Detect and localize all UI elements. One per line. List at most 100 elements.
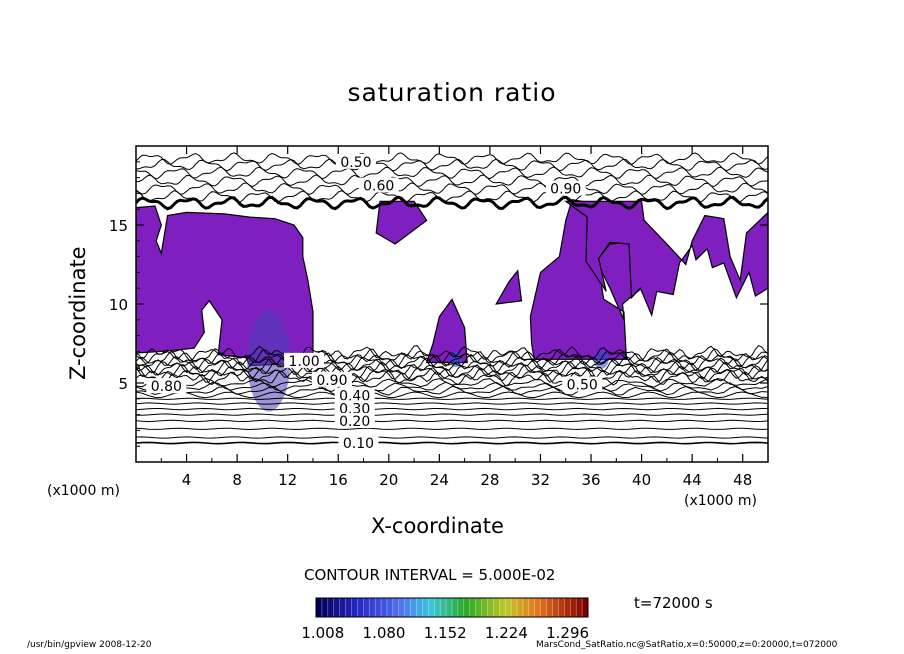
colorbar-cell — [440, 598, 447, 617]
colorbar-cell — [316, 598, 323, 617]
footer-command: /usr/bin/gpview 2008-12-20 — [27, 640, 152, 650]
colorbar-cell — [416, 598, 423, 617]
contour-label-bg — [334, 412, 375, 428]
colorbar-label: 1.080 — [362, 624, 406, 642]
colorbar-label: 1.296 — [546, 624, 590, 642]
x-tick-label: 32 — [531, 471, 550, 489]
colorbar-cell — [505, 598, 512, 617]
colorbar-cell — [446, 598, 453, 617]
contour-line — [136, 402, 768, 405]
x-tick-label: 44 — [683, 471, 702, 489]
y-axis-ticks: 5 10 15 — [109, 161, 768, 447]
contour-label: 0.60 — [363, 179, 394, 195]
colorbar-cell — [452, 598, 459, 617]
colorbar-cell — [511, 598, 518, 617]
plot-area: 0.500.60 0.901.000.900.80 0.500.400.300.20… — [136, 146, 768, 462]
y-tick-label: 10 — [109, 296, 128, 314]
colorbar-cell — [321, 598, 329, 617]
colorbar-label: 1.224 — [484, 624, 528, 642]
x-tick-label: 40 — [632, 471, 651, 489]
x-unit-left: (x1000 m) — [47, 483, 120, 499]
contour-label-bg — [334, 387, 375, 403]
contour-labels: 0.500.60 0.901.000.900.80 0.500.400.300.20… — [146, 153, 603, 452]
contour-line — [136, 397, 768, 400]
colorbar-cell — [522, 598, 530, 617]
colorbar — [315, 597, 589, 618]
contour-label: 0.20 — [339, 414, 370, 430]
contour-label: 0.90 — [550, 182, 581, 198]
contour-label-bg — [311, 371, 352, 387]
colorbar-cell — [528, 598, 536, 617]
colorbar-cell — [392, 598, 400, 617]
colorbar-cell — [339, 598, 346, 617]
contour-line — [136, 385, 768, 397]
contour-line — [136, 190, 768, 203]
colorbar-cell — [345, 598, 352, 617]
colorbar-cell — [517, 598, 524, 617]
contour-interval: CONTOUR INTERVAL = 5.000E-02 — [304, 566, 556, 584]
x-tick-label: 28 — [480, 471, 499, 489]
colorbar-cell — [327, 598, 335, 617]
contour-line — [136, 182, 768, 195]
colorbar-cell — [410, 598, 417, 617]
colorbar-frame — [315, 597, 589, 618]
colorbar-cell — [363, 598, 370, 617]
contour-label: 1.00 — [289, 354, 320, 370]
contour-label-bg — [338, 435, 379, 451]
colorbar-cell — [457, 598, 465, 617]
contour-line — [136, 344, 768, 362]
colorbar-cell — [333, 598, 341, 617]
contour-line — [136, 152, 768, 165]
contour-label-bg — [562, 376, 603, 392]
contour-line — [136, 427, 768, 431]
contour-line — [136, 158, 768, 172]
contour-line — [136, 391, 768, 399]
y-axis-label: Z-coordinate — [66, 246, 90, 380]
contour-label-bg — [335, 153, 376, 169]
colorbar-cell — [487, 598, 494, 617]
contour-label: 0.50 — [340, 155, 371, 171]
x-axis-label: X-coordinate — [371, 514, 504, 538]
colorbar-cell — [552, 598, 559, 617]
contour-line — [136, 370, 768, 387]
colorbar-cell — [493, 598, 500, 617]
colorbar-cell — [357, 598, 364, 617]
contour-label: 0.90 — [316, 373, 347, 389]
supersaturation-fills — [136, 199, 768, 412]
colorbar-cell — [351, 598, 358, 617]
supersaturated-region — [495, 269, 523, 305]
contour-line — [136, 350, 768, 368]
colorbar-cell — [369, 598, 376, 617]
contour-line — [136, 360, 768, 378]
contour-line — [136, 441, 768, 445]
supersaturated-region — [375, 200, 428, 245]
colorbar-cell — [386, 598, 394, 617]
contour-label: 0.50 — [567, 378, 598, 394]
x-tick-label: 8 — [232, 471, 242, 489]
colorbar-cell — [582, 598, 589, 617]
colorbar-cell — [499, 598, 506, 617]
contour-label-bg — [358, 177, 399, 193]
x-tick-label: 24 — [430, 471, 449, 489]
colorbar-cell — [481, 598, 488, 617]
x-unit-right: (x1000 m) — [684, 493, 757, 509]
x-tick-label: 12 — [278, 471, 297, 489]
x-tick-label: 4 — [182, 471, 192, 489]
y-tick-label: 15 — [109, 217, 128, 235]
contour-label-bg — [334, 400, 375, 416]
contour-line — [136, 195, 768, 211]
contour-line — [136, 419, 768, 423]
colorbar-cell — [404, 598, 412, 617]
contour-line — [136, 354, 768, 371]
contour-label: 0.80 — [151, 379, 182, 395]
colorbar-cell — [546, 598, 553, 617]
colorbar-cell — [463, 598, 471, 617]
chart-title: saturation ratio — [347, 78, 557, 107]
colorbar-cell — [475, 598, 482, 617]
x-tick-label: 20 — [379, 471, 398, 489]
x-tick-label: 48 — [733, 471, 752, 489]
supersaturated-region — [425, 298, 468, 364]
footer-source: MarsCond_SatRatio.nc@SatRatio,x=0:50000,… — [536, 640, 838, 650]
x-tick-label: 16 — [329, 471, 348, 489]
